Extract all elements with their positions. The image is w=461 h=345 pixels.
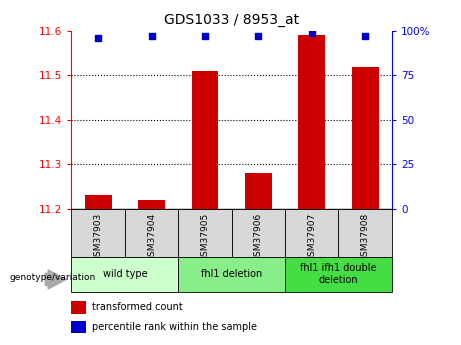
Text: fhl1 ifh1 double
deletion: fhl1 ifh1 double deletion (300, 264, 377, 285)
Bar (138, 200, 165, 209)
Text: GSM37907: GSM37907 (307, 213, 316, 262)
Bar (245, 173, 272, 209)
Point (148, 33, 155, 39)
Point (201, 33, 209, 39)
Bar (71, 321, 86, 334)
Bar (298, 36, 325, 209)
Text: fhl1 deletion: fhl1 deletion (201, 269, 262, 279)
Bar (71, 257, 178, 292)
Text: GSM37904: GSM37904 (147, 213, 156, 262)
Bar (352, 67, 378, 209)
Text: percentile rank within the sample: percentile rank within the sample (92, 322, 257, 332)
Bar (338, 209, 392, 257)
Bar (285, 209, 338, 257)
Bar (85, 195, 112, 209)
Text: GSM37905: GSM37905 (201, 213, 209, 262)
Bar (178, 257, 285, 292)
Bar (231, 209, 285, 257)
Text: genotype/variation: genotype/variation (9, 273, 95, 282)
Point (254, 33, 262, 39)
Text: wild type: wild type (102, 269, 147, 279)
Bar (125, 209, 178, 257)
Bar (178, 209, 231, 257)
Text: GSM37908: GSM37908 (361, 213, 370, 262)
Bar (192, 71, 219, 209)
Text: GSM37903: GSM37903 (94, 213, 103, 262)
Bar (71, 301, 86, 314)
Title: GDS1033 / 8953_at: GDS1033 / 8953_at (164, 13, 299, 27)
Text: transformed count: transformed count (92, 303, 183, 313)
Bar (285, 257, 392, 292)
Point (361, 33, 369, 39)
Text: GSM37906: GSM37906 (254, 213, 263, 262)
FancyArrow shape (45, 270, 66, 289)
Bar (71, 209, 125, 257)
Point (308, 30, 315, 36)
Point (95, 36, 102, 41)
